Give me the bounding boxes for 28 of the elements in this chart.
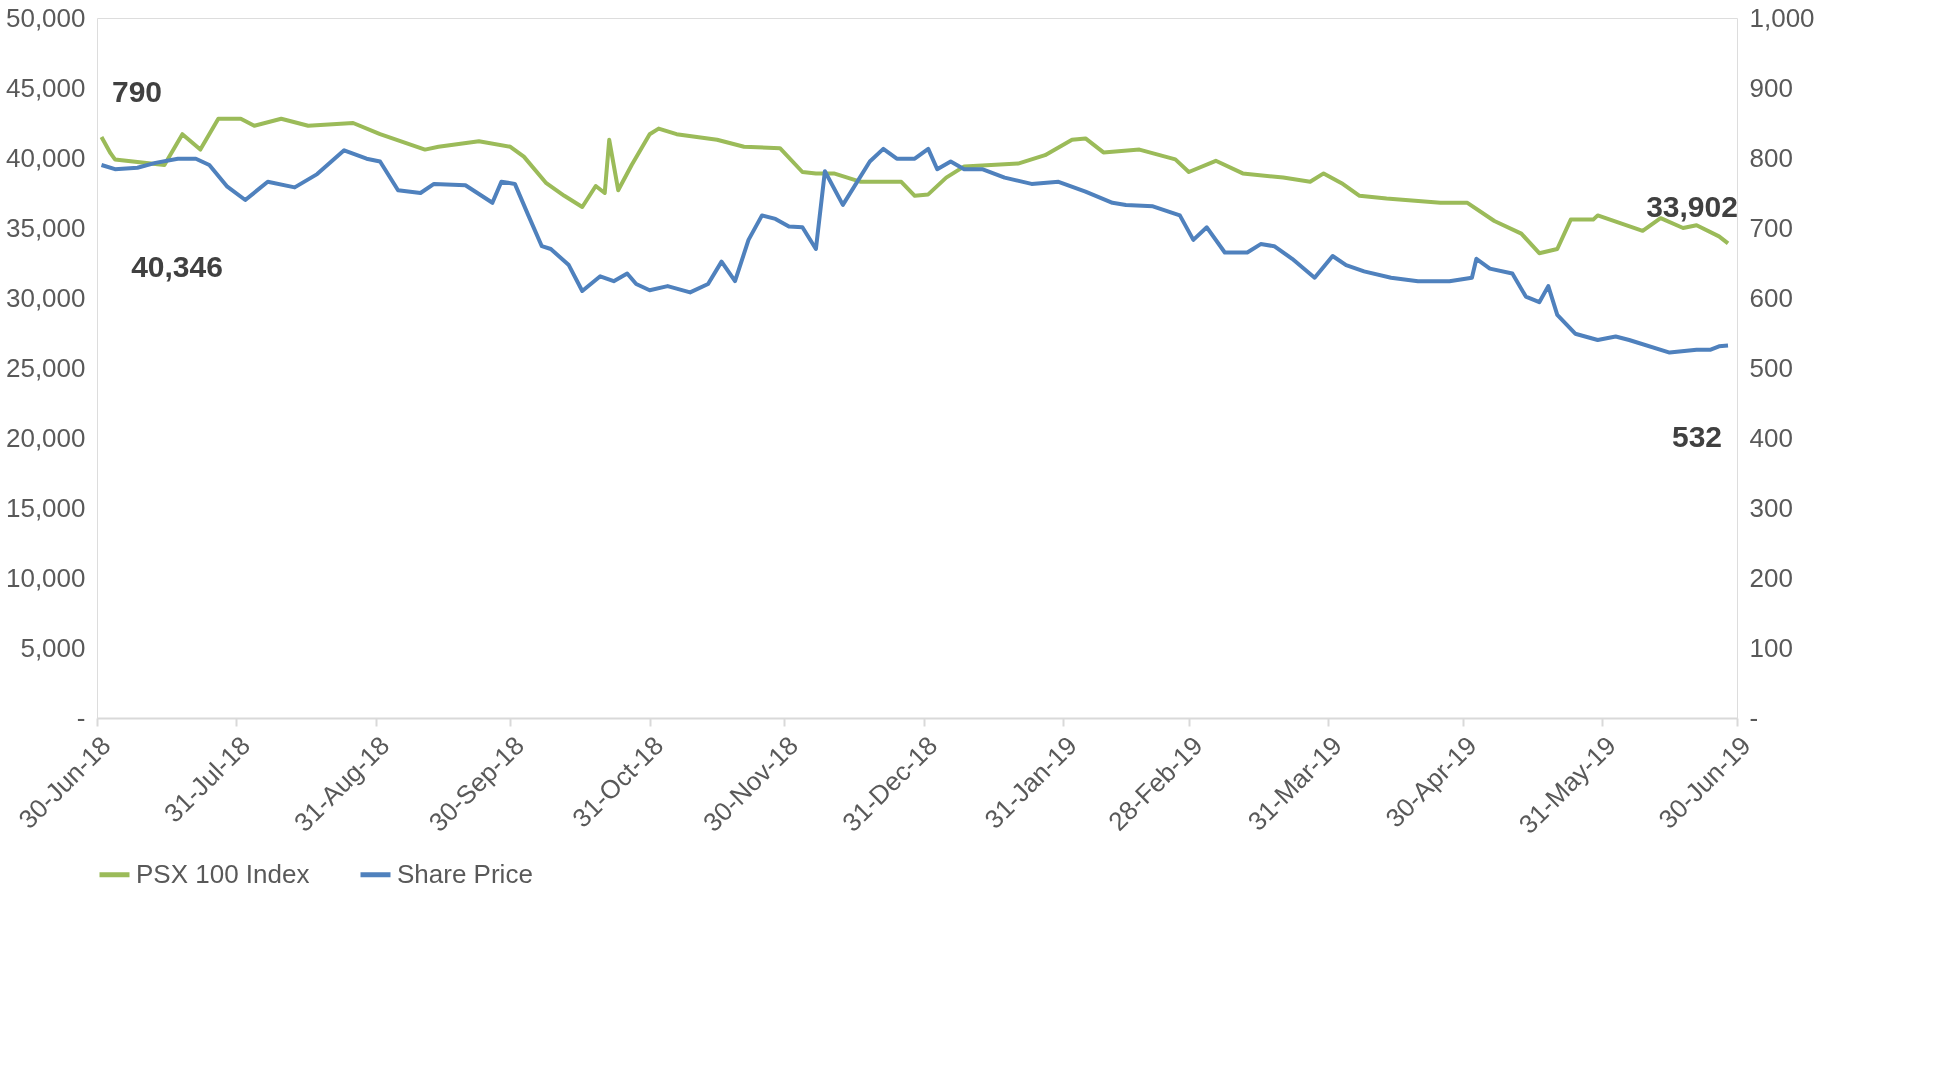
y2-tick-label: 1,000 xyxy=(1749,2,1815,33)
y-tick-label: 50,000 xyxy=(5,2,86,33)
y-tick-label: 30,000 xyxy=(5,282,86,313)
y2-tick-label: 200 xyxy=(1749,562,1793,593)
y2-tick-label: 300 xyxy=(1749,492,1793,523)
annotation: 40,346 xyxy=(131,250,223,283)
y-tick-label: 25,000 xyxy=(5,352,86,383)
y-tick-label: 20,000 xyxy=(5,422,86,453)
y2-tick-label: 900 xyxy=(1749,72,1793,103)
legend-label: Share Price xyxy=(397,858,533,889)
y2-tick-label: 600 xyxy=(1749,282,1793,313)
y-tick-label: 10,000 xyxy=(5,562,86,593)
annotation: 790 xyxy=(111,75,163,108)
annotation: 33,902 xyxy=(1646,190,1738,223)
legend-label: PSX 100 Index xyxy=(136,858,310,889)
y-tick-label: 40,000 xyxy=(5,142,86,173)
y2-tick-label: 400 xyxy=(1749,422,1793,453)
y2-tick-label: 700 xyxy=(1749,212,1793,243)
y-tick-label: 15,000 xyxy=(5,492,86,523)
y2-tick-label: 800 xyxy=(1749,142,1793,173)
y-tick-label: 45,000 xyxy=(5,72,86,103)
y2-tick-label: 100 xyxy=(1749,632,1793,663)
y2-tick-label: 500 xyxy=(1749,352,1793,383)
y-tick-label: 35,000 xyxy=(5,212,86,243)
y2-tick-label: - xyxy=(1749,702,1759,733)
annotation: 532 xyxy=(1671,420,1723,453)
y-tick-label: - xyxy=(76,702,86,733)
y-tick-label: 5,000 xyxy=(20,632,86,663)
